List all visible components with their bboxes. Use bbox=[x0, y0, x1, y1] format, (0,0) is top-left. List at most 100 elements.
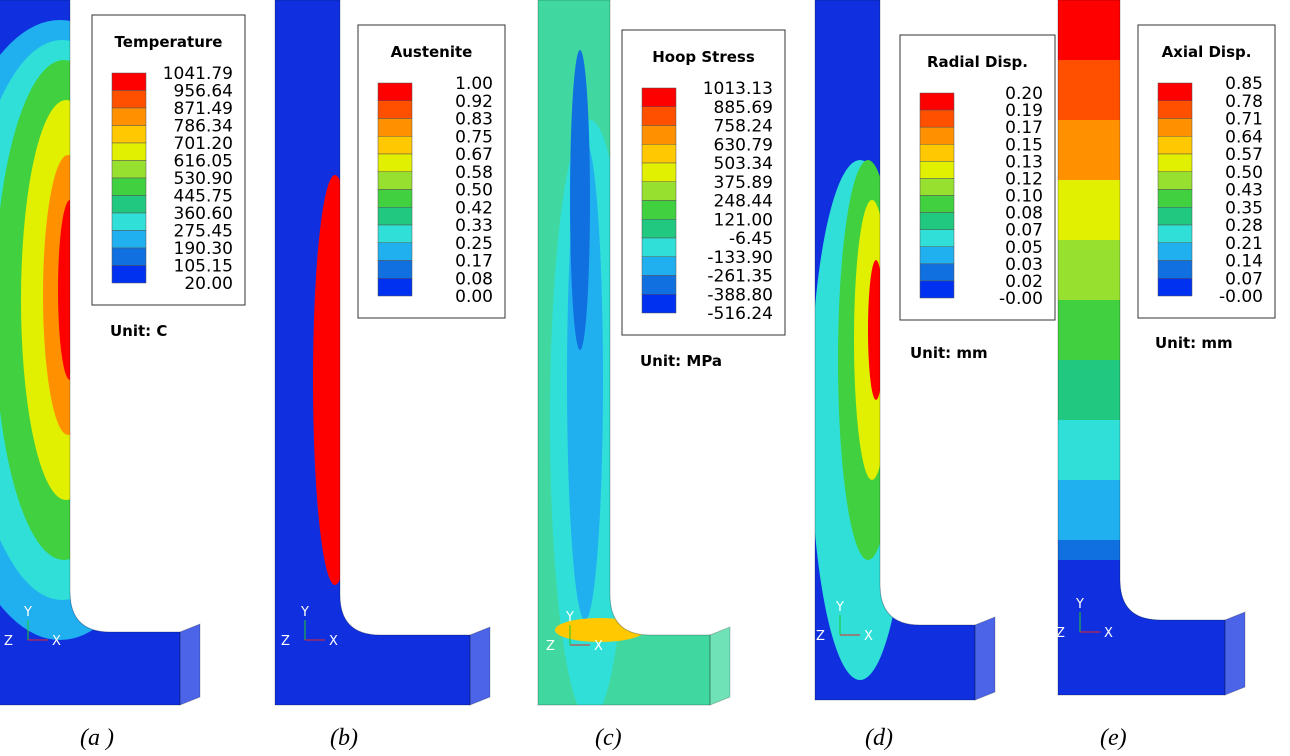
legend-level: 0.12 bbox=[1005, 169, 1043, 189]
legend-swatch bbox=[641, 237, 677, 257]
legend-swatch bbox=[641, 181, 677, 201]
triad-label: Y bbox=[300, 605, 309, 620]
side-face bbox=[974, 616, 996, 701]
legend-swatch bbox=[377, 260, 413, 279]
side-face bbox=[709, 626, 731, 706]
legend-swatch bbox=[377, 100, 413, 119]
legend-swatch bbox=[1157, 242, 1193, 261]
legend-title: Hoop Stress bbox=[652, 48, 755, 66]
caption: (a ) bbox=[80, 725, 114, 751]
legend-title: Austenite bbox=[391, 43, 473, 61]
legend-swatch bbox=[377, 136, 413, 155]
triad-label: Y bbox=[1075, 597, 1084, 612]
legend-swatch bbox=[377, 118, 413, 137]
legend-level: 503.34 bbox=[714, 154, 773, 174]
legend-level: 0.21 bbox=[1225, 234, 1263, 254]
legend-level: 375.89 bbox=[714, 173, 773, 193]
caption: (c) bbox=[595, 725, 622, 751]
legend-swatch bbox=[1157, 82, 1193, 101]
legend-level: 885.69 bbox=[714, 98, 773, 118]
legend-level: 0.92 bbox=[455, 92, 493, 112]
legend-swatch bbox=[111, 107, 147, 126]
legend-level: 0.15 bbox=[1005, 135, 1043, 155]
side-face bbox=[179, 623, 201, 706]
legend-swatch bbox=[1157, 118, 1193, 137]
triad-label: Z bbox=[281, 634, 290, 649]
legend-level: 0.35 bbox=[1225, 198, 1263, 218]
legend-swatch bbox=[919, 280, 955, 299]
legend-level: 105.15 bbox=[174, 257, 233, 277]
legend-level: 0.07 bbox=[1005, 221, 1043, 241]
outline bbox=[0, 0, 181, 706]
unit-label: Unit: mm bbox=[1155, 334, 1233, 352]
legend-level: 248.44 bbox=[714, 192, 773, 212]
legend-level: -6.45 bbox=[729, 229, 773, 249]
triad-label: Z bbox=[546, 639, 555, 654]
caption: (e) bbox=[1100, 725, 1127, 751]
contour bbox=[570, 50, 590, 350]
legend-level: 190.30 bbox=[174, 239, 233, 259]
legend-swatch bbox=[641, 125, 677, 145]
legend-level: -388.80 bbox=[707, 285, 773, 305]
contours bbox=[815, 160, 910, 680]
outline bbox=[1057, 0, 1226, 696]
legend-swatch bbox=[641, 200, 677, 220]
legend-swatch bbox=[377, 153, 413, 172]
outline bbox=[274, 0, 471, 706]
legend-level: 530.90 bbox=[174, 169, 233, 189]
legend-level: 0.64 bbox=[1225, 127, 1263, 147]
side-face bbox=[1224, 611, 1246, 696]
legend-swatch bbox=[111, 125, 147, 144]
band bbox=[1058, 420, 1225, 482]
legend-swatch bbox=[1157, 189, 1193, 208]
legend-swatch bbox=[919, 246, 955, 265]
legend-level: 121.00 bbox=[714, 210, 773, 230]
side-face bbox=[469, 626, 491, 706]
legend-level: 0.33 bbox=[455, 216, 493, 236]
triad-label: Z bbox=[4, 634, 13, 649]
legend-level: 0.19 bbox=[1005, 101, 1043, 121]
legend-level: 0.07 bbox=[1225, 269, 1263, 289]
legend-level: 1.00 bbox=[455, 74, 493, 94]
legend-swatch bbox=[377, 207, 413, 226]
legend-level: 0.43 bbox=[1225, 181, 1263, 201]
panel: YZ X Temperature 1041.79956.64871.49786.347… bbox=[0, 0, 246, 751]
legend-swatch bbox=[1157, 136, 1193, 155]
legend-level: 275.45 bbox=[174, 222, 233, 242]
legend-swatch bbox=[919, 144, 955, 162]
triad-label: X bbox=[329, 634, 338, 649]
legend-swatch bbox=[377, 82, 413, 101]
legend-level: -516.24 bbox=[707, 304, 773, 324]
unit-label: Unit: MPa bbox=[640, 352, 722, 370]
band bbox=[1058, 360, 1225, 422]
legend-level: 0.50 bbox=[1225, 163, 1263, 183]
legend-swatch bbox=[1157, 207, 1193, 226]
panel: YZ X Hoop Stress 1013.13885.69758.24630.795… bbox=[537, 0, 786, 751]
legend-title: Radial Disp. bbox=[927, 53, 1028, 71]
legend-level: 0.85 bbox=[1225, 74, 1263, 94]
legend-level: 445.75 bbox=[174, 187, 233, 207]
legend-level: 956.64 bbox=[174, 82, 233, 102]
legend-level: 360.60 bbox=[174, 204, 233, 224]
legend-swatch bbox=[919, 92, 955, 111]
legend-level: 786.34 bbox=[174, 117, 233, 137]
legend-level: 701.20 bbox=[174, 134, 233, 154]
band bbox=[1058, 480, 1225, 542]
legend-level: 0.08 bbox=[1005, 204, 1043, 224]
legend-swatch bbox=[641, 106, 677, 126]
triad-label: Y bbox=[565, 610, 574, 625]
legend-swatch bbox=[1157, 153, 1193, 172]
legend-swatch bbox=[1157, 171, 1193, 190]
triad-label: X bbox=[594, 639, 603, 654]
legend-swatch bbox=[111, 142, 147, 161]
outline bbox=[814, 0, 976, 701]
legend-swatch bbox=[111, 177, 147, 196]
legend-level: 1041.79 bbox=[163, 64, 233, 84]
legend-swatch bbox=[377, 278, 413, 297]
legend-swatch bbox=[1157, 278, 1193, 297]
triad-label: X bbox=[864, 629, 873, 644]
contours bbox=[313, 175, 357, 585]
legend-title: Temperature bbox=[115, 33, 223, 51]
